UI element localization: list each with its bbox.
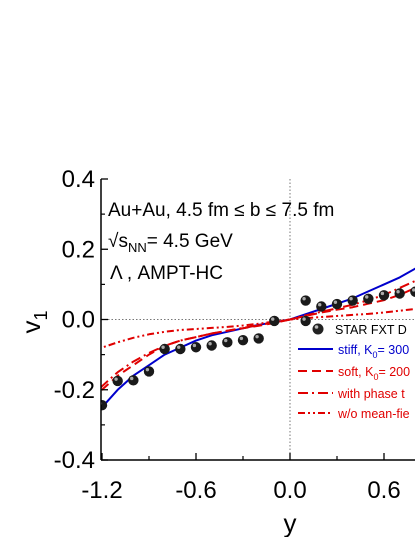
legend-entry-stiff: stiff, K0= 300 — [298, 343, 409, 360]
data-point-highlight — [255, 334, 259, 339]
data-point — [331, 298, 343, 310]
legend: STAR FXT D stiff, K0= 300 soft, K0= 200 … — [298, 323, 410, 421]
y-tick-label: 0.0 — [62, 307, 95, 334]
data-point-highlight — [177, 345, 181, 349]
legend-label-phase: with phase t — [337, 387, 405, 401]
data-point — [347, 295, 358, 306]
annotation-particle: Λ , AMPT-HC — [110, 263, 223, 284]
data-point — [363, 293, 374, 304]
axes — [100, 178, 415, 461]
annotation-system: Au+Au, 4.5 fm ≤ b ≤ 7.5 fm — [108, 200, 334, 221]
x-tick-label: -0.6 — [175, 477, 216, 504]
annotation-block: Au+Au, 4.5 fm ≤ b ≤ 7.5 fm √sNN= 4.5 GeV… — [108, 200, 334, 284]
annotation-energy-s: s — [118, 231, 128, 252]
data-point-highlight — [349, 297, 353, 301]
legend-entry-nomf: w/o mean-fie — [298, 407, 410, 421]
y-tick-label: -0.2 — [54, 377, 95, 404]
annotation-system-mid: b — [245, 200, 266, 221]
data-point — [190, 342, 202, 353]
legend-marker-star — [312, 323, 324, 335]
data-point-highlight — [208, 341, 212, 346]
data-point-highlight — [380, 291, 385, 296]
data-point — [222, 337, 233, 348]
data-point — [101, 400, 108, 411]
annotation-energy-sub: NN — [128, 240, 147, 255]
series-line-4 — [101, 308, 415, 349]
data-point-highlight — [145, 367, 150, 372]
data-point — [112, 375, 123, 387]
data-point — [269, 315, 280, 327]
data-point-highlight — [239, 336, 244, 341]
x-axis-title: y — [284, 508, 297, 537]
data-point — [253, 333, 264, 344]
legend-label-star: STAR FXT D — [335, 323, 407, 337]
data-point-highlight — [224, 338, 228, 343]
tick-labels: -0.4 -0.2 0.0 0.2 0.4 -1.2 -0.6 0.0 0.6 — [54, 166, 401, 504]
annotation-system-le1: ≤ — [234, 200, 244, 221]
data-point — [237, 335, 249, 346]
data-point — [300, 295, 311, 306]
y-axis-title: v1 — [16, 310, 51, 333]
legend-label-stiff-pre: stiff, K — [338, 343, 373, 357]
data-point — [410, 286, 415, 297]
legend-entry-soft: soft, K0= 200 — [298, 365, 410, 382]
data-point-highlight — [114, 377, 118, 381]
x-tick-label: 0.0 — [273, 477, 306, 504]
annotation-system-post: 7.5 fm — [276, 200, 334, 221]
legend-label-soft-sub: 0 — [373, 372, 378, 382]
legend-marker-star-highlight — [314, 325, 319, 329]
series-layer — [81, 267, 415, 442]
data-point — [316, 301, 327, 312]
data-point-highlight — [365, 295, 369, 299]
legend-label-soft-post: = 200 — [378, 365, 410, 379]
data-point — [128, 375, 139, 386]
legend-label-stiff-post: = 300 — [378, 343, 410, 357]
legend-label-stiff-sub: 0 — [373, 350, 378, 360]
y-tick-label: 0.2 — [62, 236, 95, 263]
x-tick-label: -1.2 — [81, 477, 122, 504]
data-point — [394, 288, 405, 299]
legend-label-stiff: stiff, K0= 300 — [338, 343, 409, 360]
data-point — [175, 343, 186, 355]
y-axis-title-sub: 1 — [31, 310, 51, 320]
annotation-energy-post: = 4.5 GeV — [147, 231, 233, 252]
data-point — [81, 432, 91, 442]
data-point — [206, 340, 217, 351]
y-tick-label: 0.4 — [62, 166, 95, 193]
series-line-3 — [101, 279, 415, 389]
legend-entry-phase: with phase t — [298, 387, 405, 401]
data-point-highlight — [192, 343, 197, 348]
data-point-highlight — [412, 288, 415, 292]
legend-entry-star: STAR FXT D — [312, 323, 407, 337]
data-point — [378, 290, 390, 301]
data-point-highlight — [161, 345, 165, 349]
data-point-highlight — [302, 317, 306, 321]
data-point — [143, 366, 155, 377]
legend-label-soft: soft, K0= 200 — [338, 365, 410, 382]
data-point-highlight — [318, 303, 322, 307]
legend-label-soft-pre: soft, K — [338, 365, 374, 379]
data-point-highlight — [302, 297, 306, 301]
data-point-highlight — [396, 290, 400, 294]
data-point-highlight — [130, 376, 134, 381]
annotation-energy: √sNN= 4.5 GeV — [108, 231, 233, 255]
y-tick-label: -0.4 — [54, 447, 95, 474]
data-point — [159, 343, 170, 355]
y-axis-title-main: v — [16, 321, 46, 334]
data-point-highlight — [83, 433, 86, 436]
data-point — [300, 315, 311, 327]
x-tick-label: 0.6 — [367, 477, 400, 504]
annotation-energy-sqrt: √ — [108, 231, 119, 252]
legend-label-nomf: w/o mean-fie — [337, 407, 410, 421]
data-point-highlight — [333, 300, 338, 304]
annotation-system-pre: Au+Au, 4.5 fm — [108, 200, 234, 221]
annotation-system-le2: ≤ — [266, 200, 276, 221]
data-point-highlight — [271, 317, 275, 321]
